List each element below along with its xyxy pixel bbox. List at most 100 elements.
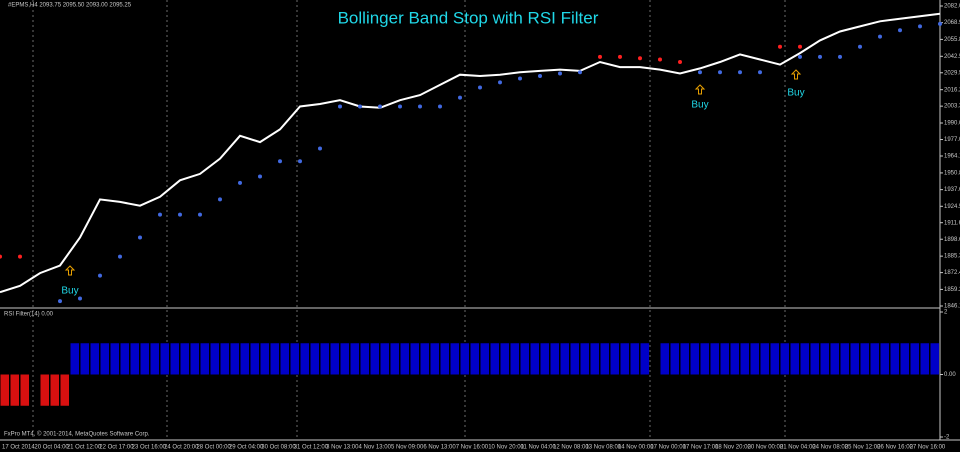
stop-dot — [218, 197, 222, 202]
x-tick-label: 6 Nov 13:00 — [423, 445, 456, 451]
rsi-bar — [860, 343, 869, 375]
stop-dot — [638, 56, 642, 61]
x-tick-label: 20 Nov 00:00 — [748, 445, 784, 451]
rsi-bar — [310, 343, 319, 375]
stop-dot — [78, 296, 82, 301]
stop-dot — [378, 104, 382, 109]
stop-dot — [698, 70, 702, 75]
rsi-bar — [270, 343, 279, 375]
rsi-bar — [480, 343, 489, 375]
rsi-bar — [40, 374, 49, 406]
y-tick-label: 1911.65 — [944, 220, 960, 226]
rsi-bar — [390, 343, 399, 375]
stop-dot — [678, 60, 682, 65]
stop-dot — [118, 254, 122, 259]
x-tick-label: 18 Nov 20:00 — [715, 445, 751, 451]
rsi-bar — [140, 343, 149, 375]
y-tick-label: 2055.80 — [944, 37, 960, 43]
rsi-bar — [160, 343, 169, 375]
rsi-bar — [790, 343, 799, 375]
rsi-bar — [290, 343, 299, 375]
rsi-bar — [230, 343, 239, 375]
rsi-bar — [700, 343, 709, 375]
rsi-bar — [90, 343, 99, 375]
rsi-bar — [610, 343, 619, 375]
buy-arrow — [694, 84, 706, 95]
x-tick-label: 31 Oct 12:00 — [294, 445, 329, 451]
y-tick-label: 1924.55 — [944, 204, 960, 210]
rsi-bar — [340, 343, 349, 375]
rsi-bar — [130, 343, 139, 375]
rsi-bar — [370, 343, 379, 375]
stop-dot — [858, 44, 862, 49]
rsi-bar — [810, 343, 819, 375]
chart-title: Bollinger Band Stop with RSI Filter — [338, 8, 599, 27]
rsi-bar — [220, 343, 229, 375]
rsi-bar — [640, 343, 649, 375]
stop-dot — [178, 212, 182, 217]
rsi-bar — [900, 343, 909, 375]
rsi-bar — [760, 343, 769, 375]
stop-dot — [818, 54, 822, 59]
rsi-bar — [870, 343, 879, 375]
stop-dot — [258, 174, 262, 179]
y-tick-label: 2003.30 — [944, 104, 960, 110]
rsi-bar — [770, 343, 779, 375]
y-tick-label: 1937.65 — [944, 187, 960, 193]
y-tick-label: 0.00 — [944, 372, 956, 378]
stop-dot — [798, 54, 802, 59]
rsi-bar — [460, 343, 469, 375]
rsi-bar — [800, 343, 809, 375]
x-tick-label: 17 Nov 00:00 — [650, 445, 686, 451]
x-tick-label: 24 Oct 20:00 — [164, 445, 199, 451]
y-tick-label: 1898.65 — [944, 237, 960, 243]
rsi-bar — [670, 343, 679, 375]
stop-dot — [898, 28, 902, 33]
rsi-bar — [620, 343, 629, 375]
rsi-bar — [880, 343, 889, 375]
rsi-bar — [520, 343, 529, 375]
stop-dot — [558, 71, 562, 76]
rsi-bar — [720, 343, 729, 375]
rsi-bar — [110, 343, 119, 375]
stop-dot — [318, 146, 322, 151]
rsi-bar — [300, 343, 309, 375]
rsi-bar — [750, 343, 759, 375]
y-tick-label: 2 — [944, 310, 948, 316]
x-tick-label: 20 Oct 04:00 — [34, 445, 69, 451]
rsi-bar — [440, 343, 449, 375]
x-tick-label: 4 Nov 13:00 — [359, 445, 392, 451]
x-tick-label: 21 Oct 12:00 — [67, 445, 102, 451]
stop-dot — [778, 44, 782, 49]
rsi-bar — [430, 343, 439, 375]
rsi-bar — [360, 343, 369, 375]
rsi-bar — [690, 343, 699, 375]
rsi-bar — [630, 343, 639, 375]
footer: FxPro MT4, © 2001-2014, MetaQuotes Softw… — [4, 431, 150, 438]
rsi-bar — [80, 343, 89, 375]
rsi-bar — [180, 343, 189, 375]
price-line — [0, 12, 941, 294]
rsi-bar — [120, 343, 129, 375]
stop-dot — [298, 159, 302, 164]
x-tick-label: 17 Oct 2014 — [2, 445, 35, 451]
x-tick-label: 29 Oct 04:00 — [229, 445, 264, 451]
stop-dot — [538, 74, 542, 79]
rsi-bar — [260, 343, 269, 375]
x-tick-label: 11 Nov 04:00 — [521, 445, 557, 451]
x-tick-label: 14 Nov 00:00 — [618, 445, 654, 451]
rsi-bar — [190, 343, 199, 375]
rsi-bar — [710, 343, 719, 375]
rsi-bar — [60, 374, 69, 406]
header: #EPMS,H4 2093.75 2095.50 2093.00 2095.25 — [8, 3, 132, 9]
stop-dot — [798, 44, 802, 49]
x-tick-label: 13 Nov 08:00 — [585, 445, 621, 451]
stop-dot — [458, 95, 462, 100]
y-tick-label: 1950.80 — [944, 170, 960, 176]
y-tick-label: 1846.15 — [944, 304, 960, 310]
stop-dot — [838, 54, 842, 59]
buy-arrow — [64, 265, 76, 276]
stop-dot — [878, 34, 882, 39]
y-tick-label: 1977.05 — [944, 137, 960, 143]
stop-dot — [58, 299, 62, 304]
